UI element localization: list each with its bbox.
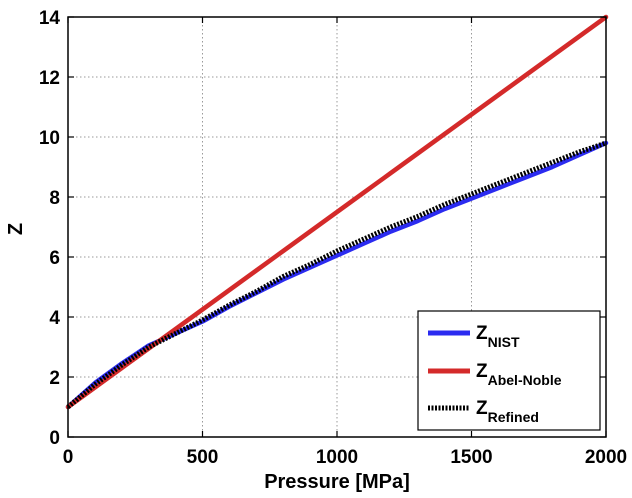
legend-label-refined: ZRefined: [476, 398, 539, 425]
legend: ZNIST ZAbel-Noble ZRefined: [417, 310, 601, 431]
x-axis-label: Pressure [MPa]: [264, 471, 410, 493]
x-tick-label: 500: [187, 447, 219, 468]
series-line-abel-noble: [65, 14, 609, 410]
legend-label-abel-noble: ZAbel-Noble: [476, 361, 562, 388]
ticks: [67, 16, 607, 438]
series-lines: [65, 14, 609, 410]
y-tick-label: 10: [39, 128, 60, 149]
tick-labels: 0 500 1000 1500 2000 0 2 4 6 8 10 12 14: [39, 8, 627, 468]
y-tick-label: 0: [49, 428, 60, 449]
series-line-refined: [66, 140, 607, 409]
legend-label-nist: ZNIST: [476, 323, 520, 350]
x-tick-label: 1000: [316, 447, 358, 468]
y-tick-label: 8: [49, 188, 60, 209]
x-tick-label: 2000: [585, 447, 627, 468]
x-tick-label: 0: [63, 447, 74, 468]
y-tick-label: 14: [39, 8, 61, 29]
y-tick-label: 6: [49, 248, 60, 269]
y-axis-label: Z: [5, 223, 27, 235]
x-tick-label: 1500: [450, 447, 492, 468]
y-tick-label: 12: [39, 68, 60, 89]
y-tick-label: 2: [49, 368, 60, 389]
y-tick-label: 4: [49, 308, 60, 329]
